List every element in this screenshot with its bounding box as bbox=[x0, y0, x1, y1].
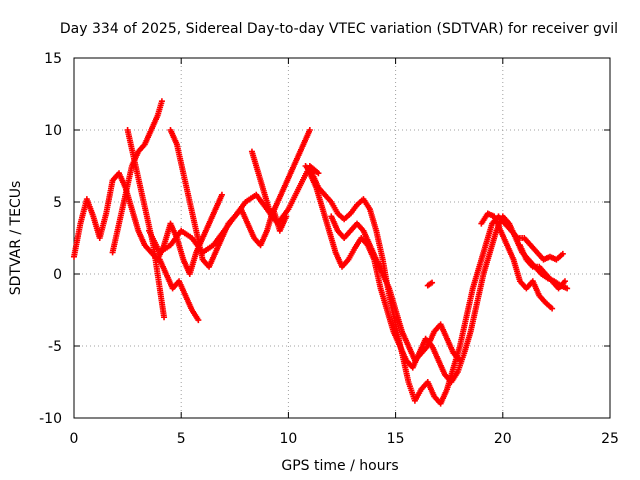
plot-frame bbox=[73, 57, 611, 419]
data-point bbox=[561, 278, 568, 285]
data-point bbox=[559, 250, 566, 257]
chart-title: Day 334 of 2025, Sidereal Day-to-day VTE… bbox=[60, 21, 618, 37]
data-point bbox=[158, 98, 165, 105]
data-point bbox=[549, 305, 556, 312]
series-sat-b bbox=[109, 98, 165, 256]
y-tick-label: 15 bbox=[44, 51, 62, 67]
x-tick-label: 20 bbox=[494, 431, 512, 447]
series-sat-l bbox=[516, 242, 568, 292]
x-tick-labels: 0 5 10 15 20 25 bbox=[70, 431, 619, 447]
y-tick-label: -10 bbox=[39, 411, 62, 427]
data-marks bbox=[71, 98, 571, 407]
y-tick-label: 0 bbox=[53, 267, 62, 283]
data-point bbox=[195, 317, 202, 324]
data-point bbox=[161, 314, 168, 321]
series-sat-j bbox=[328, 213, 463, 364]
data-point bbox=[315, 170, 322, 177]
series-sat-m bbox=[424, 279, 436, 289]
data-point bbox=[218, 191, 225, 198]
data-point bbox=[429, 279, 436, 286]
series-sat-d bbox=[146, 163, 322, 256]
data-point bbox=[283, 213, 290, 220]
series-sat-g bbox=[248, 127, 313, 220]
grid-lines bbox=[74, 58, 610, 418]
x-tick-label: 0 bbox=[70, 431, 79, 447]
y-tick-label: -5 bbox=[48, 339, 62, 355]
data-point bbox=[306, 127, 313, 133]
series-sat-k bbox=[478, 210, 556, 312]
y-tick-label: 5 bbox=[53, 195, 62, 211]
data-point bbox=[564, 285, 571, 292]
data-point bbox=[456, 357, 463, 364]
y-tick-labels: -10 -5 0 5 10 15 bbox=[39, 51, 62, 427]
series-sat-f bbox=[156, 256, 202, 324]
series-sat-e bbox=[167, 127, 290, 270]
x-tick-label: 10 bbox=[279, 431, 297, 447]
x-tick-label: 25 bbox=[601, 431, 619, 447]
y-axis-label: SDTVAR / TECUs bbox=[8, 181, 24, 296]
x-tick-label: 5 bbox=[177, 431, 186, 447]
x-axis-label: GPS time / hours bbox=[281, 458, 398, 474]
series-sat-c bbox=[124, 127, 168, 321]
y-tick-label: 10 bbox=[44, 123, 62, 139]
x-tick-label: 15 bbox=[387, 431, 405, 447]
axis-ticks bbox=[73, 57, 611, 419]
